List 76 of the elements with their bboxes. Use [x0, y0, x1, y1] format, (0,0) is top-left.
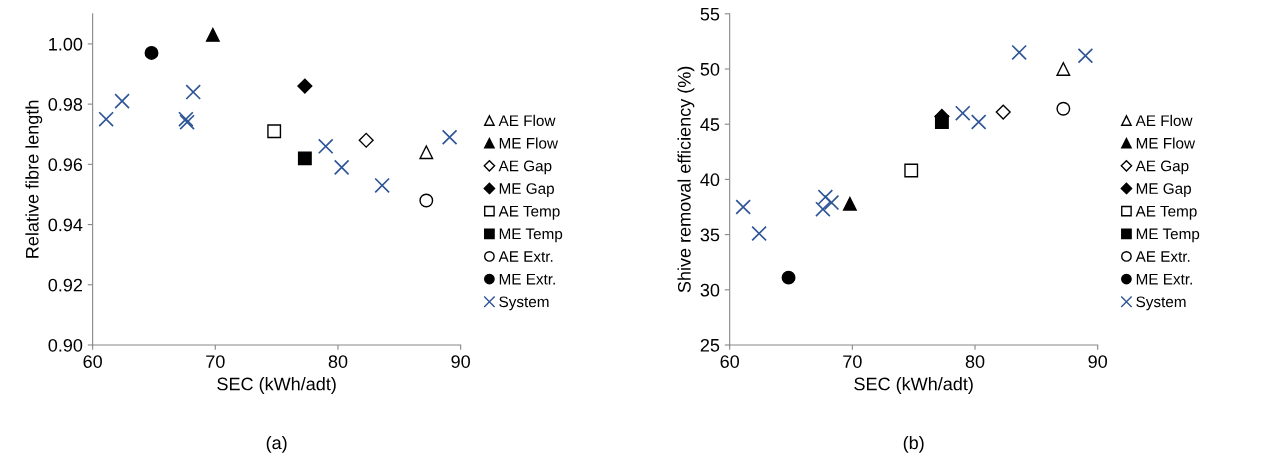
point — [815, 201, 831, 217]
y-tick-label: 45 — [700, 118, 720, 131]
point — [817, 189, 834, 205]
legend-label: ME Temp — [1136, 228, 1200, 243]
legend-label: ME Flow — [499, 137, 559, 149]
point — [1056, 101, 1071, 116]
point — [1011, 44, 1027, 61]
point — [374, 177, 390, 194]
y-tick-label: 25 — [700, 338, 720, 352]
x-tick-label: 90 — [1088, 355, 1108, 368]
legend-label: AE Temp — [498, 205, 560, 220]
point — [419, 193, 434, 208]
y-axis-title: Shive removal efficiency (%) — [677, 66, 695, 293]
legend-label: ME Extr. — [1136, 273, 1192, 285]
y-tick-label: 1.00 — [49, 37, 83, 51]
x-tick-label: 60 — [720, 355, 740, 368]
legend-label: AE Flow — [498, 114, 556, 127]
y-tick-label: 0.98 — [48, 98, 83, 111]
point — [751, 225, 767, 242]
legend-label: AE Gap — [498, 160, 552, 175]
legend-label: AE Gap — [1135, 160, 1189, 175]
legend-label: AE Flow — [1135, 114, 1193, 127]
y-tick-label: 30 — [700, 283, 720, 297]
x-tick-label: 80 — [965, 355, 985, 368]
y-tick-label: 40 — [700, 173, 720, 187]
point — [297, 78, 313, 94]
text: (b) — [903, 435, 924, 453]
x-axis-title: SEC (kWh/adt) — [217, 377, 336, 394]
x-tick-label: 70 — [206, 355, 225, 368]
point — [317, 138, 334, 155]
point — [904, 163, 919, 178]
point — [1056, 62, 1071, 76]
point — [781, 270, 796, 285]
y-tick-label: 0.90 — [48, 338, 83, 352]
point — [1077, 47, 1094, 64]
point — [333, 159, 350, 176]
point — [185, 84, 202, 100]
point — [934, 115, 949, 129]
x-axis-title: SEC (kWh/adt) — [854, 377, 973, 394]
y-tick-label: 0.94 — [48, 218, 83, 232]
legend-label: System — [1136, 296, 1186, 311]
x-tick-label: 90 — [451, 355, 470, 368]
x-tick-label: 70 — [843, 355, 862, 368]
point — [358, 132, 374, 148]
legend-label: ME Gap — [1136, 183, 1191, 197]
legend-label: AE Temp — [1135, 205, 1197, 220]
y-tick-label: 55 — [700, 7, 720, 21]
legend-label: ME Extr. — [499, 273, 555, 285]
point — [995, 104, 1011, 120]
y-tick-label: 0.96 — [48, 158, 83, 172]
point — [98, 111, 114, 127]
legend-label: AE Extr. — [1135, 251, 1190, 262]
y-tick-label: 50 — [700, 62, 720, 76]
legend-label: System — [499, 296, 549, 311]
text: (a) — [266, 435, 287, 453]
y-tick-label: 35 — [700, 228, 720, 242]
point — [267, 124, 282, 139]
y-tick-label: 0.92 — [48, 278, 83, 292]
x-tick-label: 80 — [328, 355, 348, 368]
point — [419, 145, 434, 160]
point — [842, 196, 857, 211]
point — [441, 129, 458, 146]
point — [205, 27, 220, 42]
y-axis-title: Relative fibre length — [25, 100, 43, 258]
legend-label: ME Gap — [499, 183, 554, 197]
point — [970, 114, 987, 130]
point — [954, 105, 971, 121]
point — [144, 45, 159, 60]
x-tick-label: 60 — [83, 355, 102, 368]
point — [735, 199, 751, 215]
point — [823, 194, 840, 211]
legend-label: AE Extr. — [498, 251, 553, 262]
legend-label: ME Flow — [1136, 137, 1196, 149]
point — [297, 151, 312, 166]
point — [114, 93, 130, 109]
legend-label: ME Temp — [499, 228, 563, 243]
